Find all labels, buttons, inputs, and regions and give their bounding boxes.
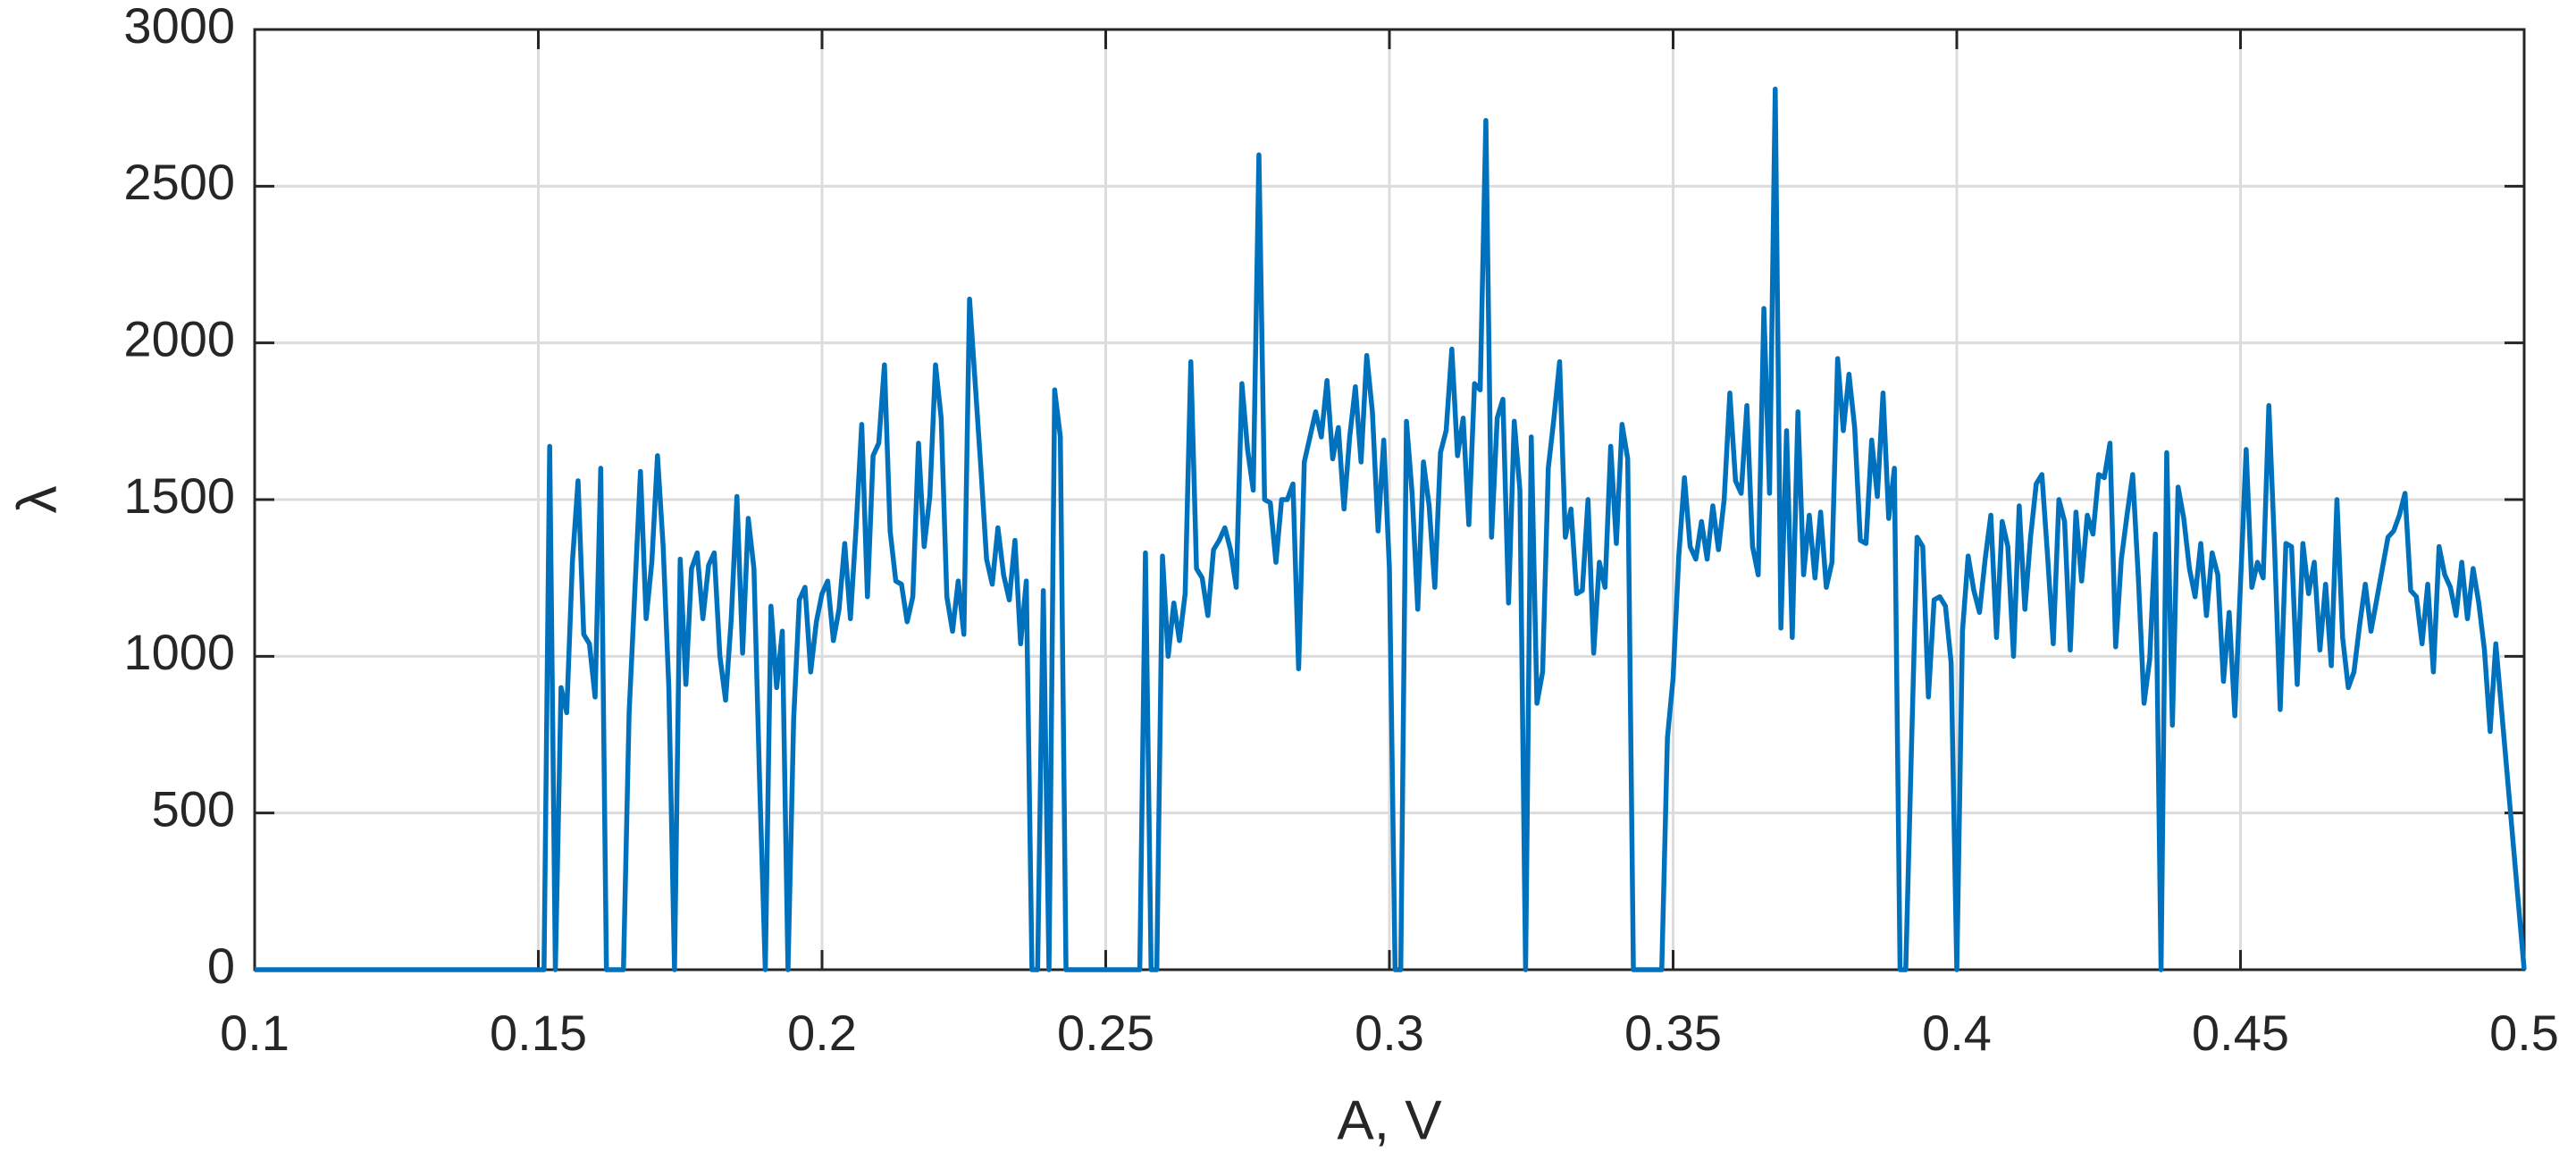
y-tick-label: 2500 (123, 154, 235, 210)
x-tick-label: 0.1 (220, 1005, 289, 1061)
data-line (255, 86, 2527, 972)
x-tick-label: 0.2 (787, 1005, 857, 1061)
y-tick-label: 0 (207, 938, 235, 994)
y-tick-label: 1000 (123, 624, 235, 680)
y-tick-label: 3000 (123, 0, 235, 54)
x-tick-label: 0.25 (1057, 1005, 1154, 1061)
x-tick-label: 0.45 (2192, 1005, 2289, 1061)
plot-frame (253, 28, 2526, 971)
y-axis-label: λ (6, 486, 68, 514)
y-tick-label: 2000 (123, 310, 235, 366)
y-tick-label: 1500 (123, 467, 235, 524)
x-tick-label: 0.35 (1624, 1005, 1722, 1061)
x-axis-label: A, V (1337, 1089, 1442, 1151)
x-tick-label: 0.3 (1355, 1005, 1424, 1061)
x-tick-label: 0.15 (490, 1005, 587, 1061)
x-tick-label: 0.4 (1922, 1005, 1992, 1061)
y-tick-label: 500 (152, 780, 235, 837)
x-tick-label: 0.5 (2489, 1005, 2559, 1061)
